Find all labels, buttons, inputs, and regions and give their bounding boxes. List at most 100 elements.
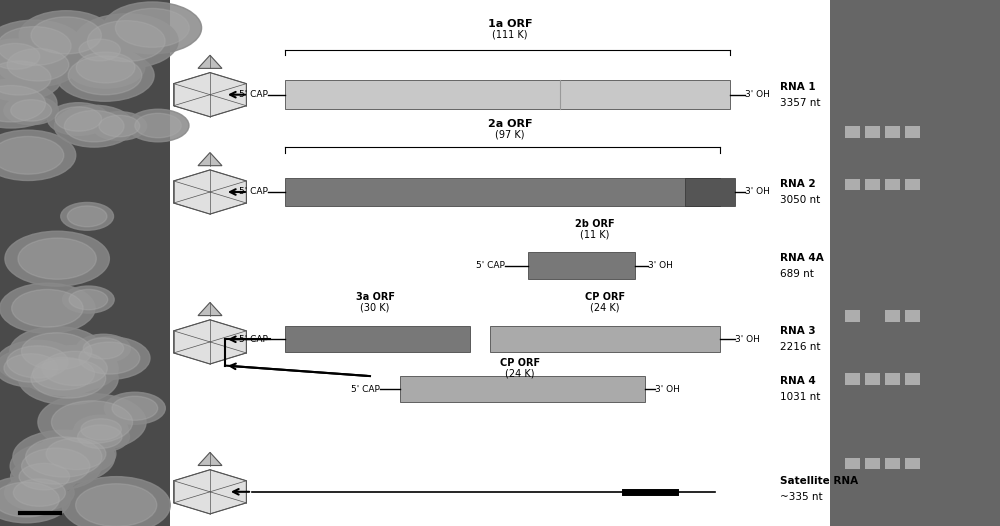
Circle shape (0, 43, 40, 69)
Circle shape (36, 433, 116, 475)
Circle shape (87, 21, 165, 62)
Circle shape (66, 47, 145, 88)
Circle shape (4, 354, 58, 382)
FancyBboxPatch shape (845, 373, 860, 385)
Circle shape (67, 206, 107, 227)
FancyBboxPatch shape (885, 458, 900, 469)
Circle shape (77, 334, 130, 362)
Circle shape (83, 338, 124, 359)
Circle shape (31, 17, 101, 54)
Text: (11 K): (11 K) (580, 229, 610, 239)
Text: 3357 nt: 3357 nt (780, 97, 820, 108)
Circle shape (12, 289, 83, 327)
Circle shape (64, 110, 124, 142)
FancyBboxPatch shape (905, 179, 920, 190)
Text: 3' OH: 3' OH (745, 90, 770, 99)
Circle shape (76, 484, 157, 526)
Circle shape (0, 20, 83, 72)
FancyBboxPatch shape (885, 126, 900, 138)
FancyBboxPatch shape (865, 179, 880, 190)
Circle shape (7, 346, 68, 378)
FancyBboxPatch shape (865, 373, 880, 385)
FancyBboxPatch shape (285, 80, 730, 109)
Text: 2216 nt: 2216 nt (780, 342, 820, 352)
Circle shape (13, 479, 65, 507)
Circle shape (19, 11, 113, 60)
Circle shape (0, 283, 95, 333)
Circle shape (0, 86, 45, 122)
Circle shape (0, 136, 64, 174)
Circle shape (115, 8, 189, 47)
Circle shape (0, 482, 59, 517)
FancyBboxPatch shape (285, 326, 470, 352)
Circle shape (21, 333, 92, 370)
Polygon shape (198, 452, 222, 466)
Text: CP ORF: CP ORF (585, 292, 625, 302)
Circle shape (135, 113, 181, 138)
FancyBboxPatch shape (490, 326, 720, 352)
Text: (111 K): (111 K) (492, 29, 528, 39)
Circle shape (11, 459, 78, 494)
Circle shape (10, 442, 101, 490)
Polygon shape (198, 153, 222, 166)
Circle shape (51, 401, 133, 443)
Circle shape (81, 419, 121, 440)
Polygon shape (198, 55, 222, 68)
Circle shape (0, 61, 51, 95)
Text: 5' CAP: 5' CAP (351, 385, 380, 394)
Circle shape (99, 115, 140, 137)
Circle shape (63, 286, 114, 313)
Polygon shape (174, 73, 246, 117)
Text: 3' OH: 3' OH (655, 385, 680, 394)
Circle shape (5, 231, 109, 286)
Circle shape (69, 289, 108, 310)
Circle shape (0, 27, 71, 65)
Circle shape (22, 448, 90, 484)
Text: 5' CAP: 5' CAP (239, 90, 268, 99)
Circle shape (56, 49, 154, 102)
Circle shape (68, 56, 142, 95)
Circle shape (10, 327, 104, 376)
FancyBboxPatch shape (865, 458, 880, 469)
Circle shape (11, 99, 52, 121)
Circle shape (0, 55, 62, 101)
Circle shape (38, 393, 146, 451)
Text: (24 K): (24 K) (590, 303, 620, 313)
Circle shape (0, 43, 79, 86)
Circle shape (0, 340, 78, 383)
Text: (30 K): (30 K) (360, 303, 390, 313)
Circle shape (74, 14, 178, 68)
FancyBboxPatch shape (0, 0, 170, 526)
Circle shape (0, 79, 57, 128)
Circle shape (70, 421, 129, 452)
Circle shape (22, 352, 105, 396)
Circle shape (26, 437, 102, 477)
Text: 3050 nt: 3050 nt (780, 195, 820, 205)
Circle shape (7, 48, 69, 81)
Text: 689 nt: 689 nt (780, 268, 814, 279)
Text: RNA 2: RNA 2 (780, 179, 816, 189)
Circle shape (62, 477, 170, 526)
Text: 3' OH: 3' OH (735, 335, 760, 344)
Circle shape (72, 35, 127, 65)
Polygon shape (174, 170, 246, 214)
Circle shape (0, 39, 48, 74)
FancyBboxPatch shape (865, 126, 880, 138)
Circle shape (31, 359, 106, 398)
Polygon shape (198, 302, 222, 316)
Circle shape (54, 105, 134, 147)
Circle shape (55, 107, 102, 131)
Circle shape (33, 357, 94, 390)
FancyBboxPatch shape (905, 310, 920, 322)
Text: 3' OH: 3' OH (648, 261, 673, 270)
Circle shape (5, 474, 74, 511)
FancyBboxPatch shape (885, 373, 900, 385)
FancyBboxPatch shape (400, 376, 645, 402)
Circle shape (127, 109, 189, 142)
Circle shape (42, 351, 107, 386)
Text: ~335 nt: ~335 nt (780, 492, 823, 502)
FancyBboxPatch shape (845, 126, 860, 138)
FancyBboxPatch shape (885, 179, 900, 190)
Text: 2a ORF: 2a ORF (488, 119, 532, 129)
Text: 5' CAP: 5' CAP (476, 261, 505, 270)
